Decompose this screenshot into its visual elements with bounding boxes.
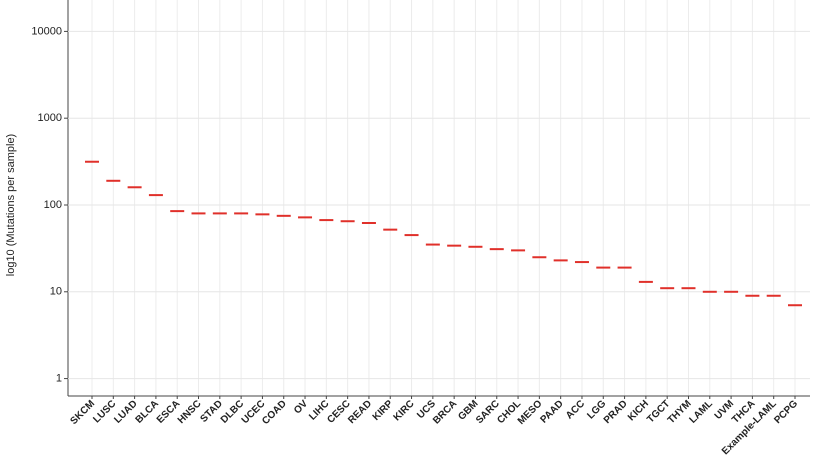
x-tick-label: THYM [666, 398, 694, 426]
x-tick-label: BLCA [134, 398, 161, 425]
y-tick-label: 100 [44, 199, 62, 211]
x-tick-label: KIRC [392, 398, 417, 423]
x-tick-label: LUAD [112, 398, 139, 425]
y-axis-label: log10 (Mutations per sample) [5, 134, 17, 276]
x-tick-label: BRCA [431, 398, 459, 426]
x-tick-label: KIRP [371, 398, 396, 423]
x-tick-label: COAD [260, 398, 289, 427]
y-tick-label: 10000 [31, 25, 62, 37]
x-tick-label: MESO [516, 398, 545, 427]
y-tick-label: 1000 [38, 112, 62, 124]
y-tick-label: 10 [50, 286, 62, 298]
x-tick-label: ACC [564, 398, 587, 421]
y-tick-label: 1 [56, 372, 62, 384]
x-tick-label: HNSC [176, 398, 204, 426]
x-tick-label: PCPG [772, 398, 800, 426]
x-tick-label: READ [346, 398, 374, 426]
x-tick-label: PAAD [538, 398, 565, 425]
x-tick-label: SKCM [69, 398, 98, 427]
x-tick-label: PRAD [602, 398, 630, 426]
x-tick-label: LAML [687, 398, 714, 425]
